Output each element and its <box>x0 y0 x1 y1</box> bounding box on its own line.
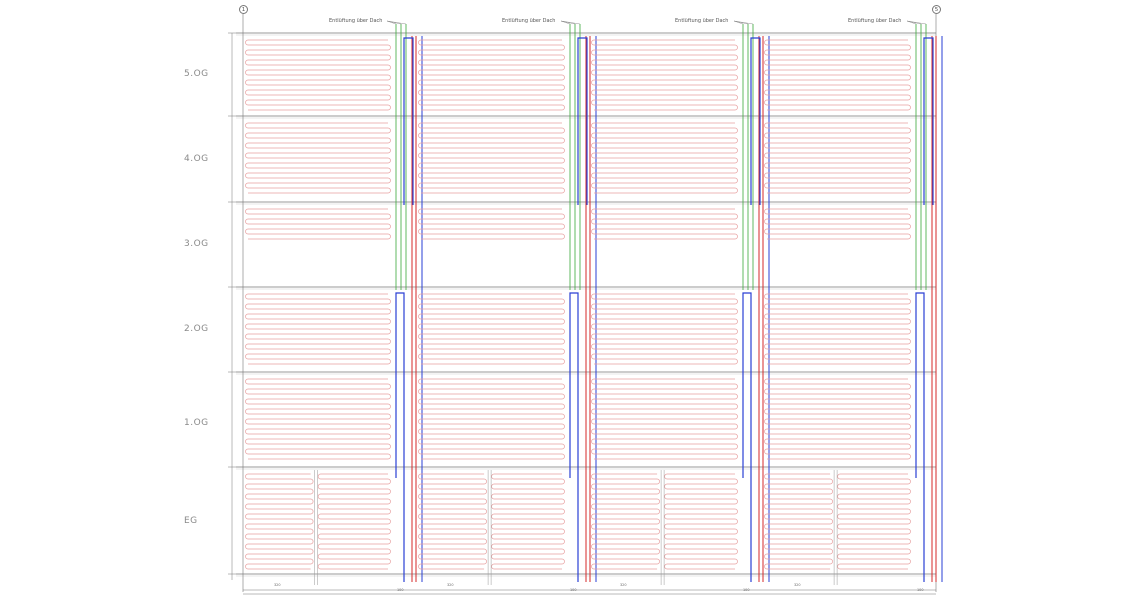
heating-circuit <box>245 473 314 570</box>
bottom-dim-7: 320 <box>794 583 801 587</box>
heating-circuit <box>491 473 565 570</box>
vent-note-4: Entlüftung über Dach <box>848 18 902 24</box>
floor-label-eg: EG <box>184 516 198 526</box>
heating-circuit <box>245 39 391 111</box>
bottom-dim-5: 320 <box>620 583 627 587</box>
return-riser <box>915 292 925 582</box>
bottom-dim-6: 100 <box>743 588 750 592</box>
heating-circuit <box>764 39 911 111</box>
return-riser <box>569 292 579 582</box>
vent-note-leader <box>560 20 581 25</box>
floor-label-3og: 3.OG <box>184 239 209 249</box>
return-riser <box>577 37 588 205</box>
axis-marker-left: 1 <box>239 5 248 14</box>
heating-circuit <box>317 473 391 570</box>
floor-label-2og: 2.OG <box>184 324 209 334</box>
heating-circuit <box>764 208 911 240</box>
floor-label-5og: 5.OG <box>184 69 209 79</box>
axis-marker-right: 5 <box>932 5 941 14</box>
heating-circuit <box>418 122 565 194</box>
vent-note-3: Entlüftung über Dach <box>675 18 729 24</box>
vent-note-leader <box>906 20 927 25</box>
heating-circuit <box>837 473 911 570</box>
heating-circuit <box>591 473 660 570</box>
heating-circuit <box>245 378 391 460</box>
bottom-dim-4: 100 <box>570 588 577 592</box>
vent-note-leader <box>733 20 754 25</box>
return-riser <box>742 292 752 582</box>
floor-label-4og: 4.OG <box>184 154 209 164</box>
bottom-dim-1: 320 <box>274 583 281 587</box>
heating-circuit <box>245 208 391 240</box>
vent-note-2: Entlüftung über Dach <box>502 18 556 24</box>
heating-circuit <box>418 473 487 570</box>
heating-circuit <box>245 122 391 194</box>
bottom-dim-8: 100 <box>917 588 924 592</box>
heating-circuit <box>764 293 911 365</box>
heating-circuit <box>764 122 911 194</box>
heating-circuit <box>418 208 565 240</box>
heating-circuit <box>245 293 391 365</box>
floor-label-1og: 1.OG <box>184 418 209 428</box>
return-riser <box>395 292 405 582</box>
heating-circuit <box>764 378 911 460</box>
heating-circuit <box>664 473 738 570</box>
heating-circuit <box>418 293 565 365</box>
heating-circuit <box>418 39 565 111</box>
vent-note-leader <box>386 20 407 25</box>
heating-circuit <box>591 378 738 460</box>
heating-circuit <box>591 39 738 111</box>
heating-circuit <box>418 378 565 460</box>
return-riser <box>750 37 761 205</box>
vent-note-1: Entlüftung über Dach <box>329 18 383 24</box>
heating-circuit <box>764 473 833 570</box>
heating-circuit <box>591 208 738 240</box>
bottom-dim-3: 320 <box>447 583 454 587</box>
return-riser <box>403 37 414 205</box>
bottom-dim-2: 100 <box>397 588 404 592</box>
return-riser <box>923 37 934 205</box>
heating-circuit <box>591 122 738 194</box>
heating-circuit <box>591 293 738 365</box>
